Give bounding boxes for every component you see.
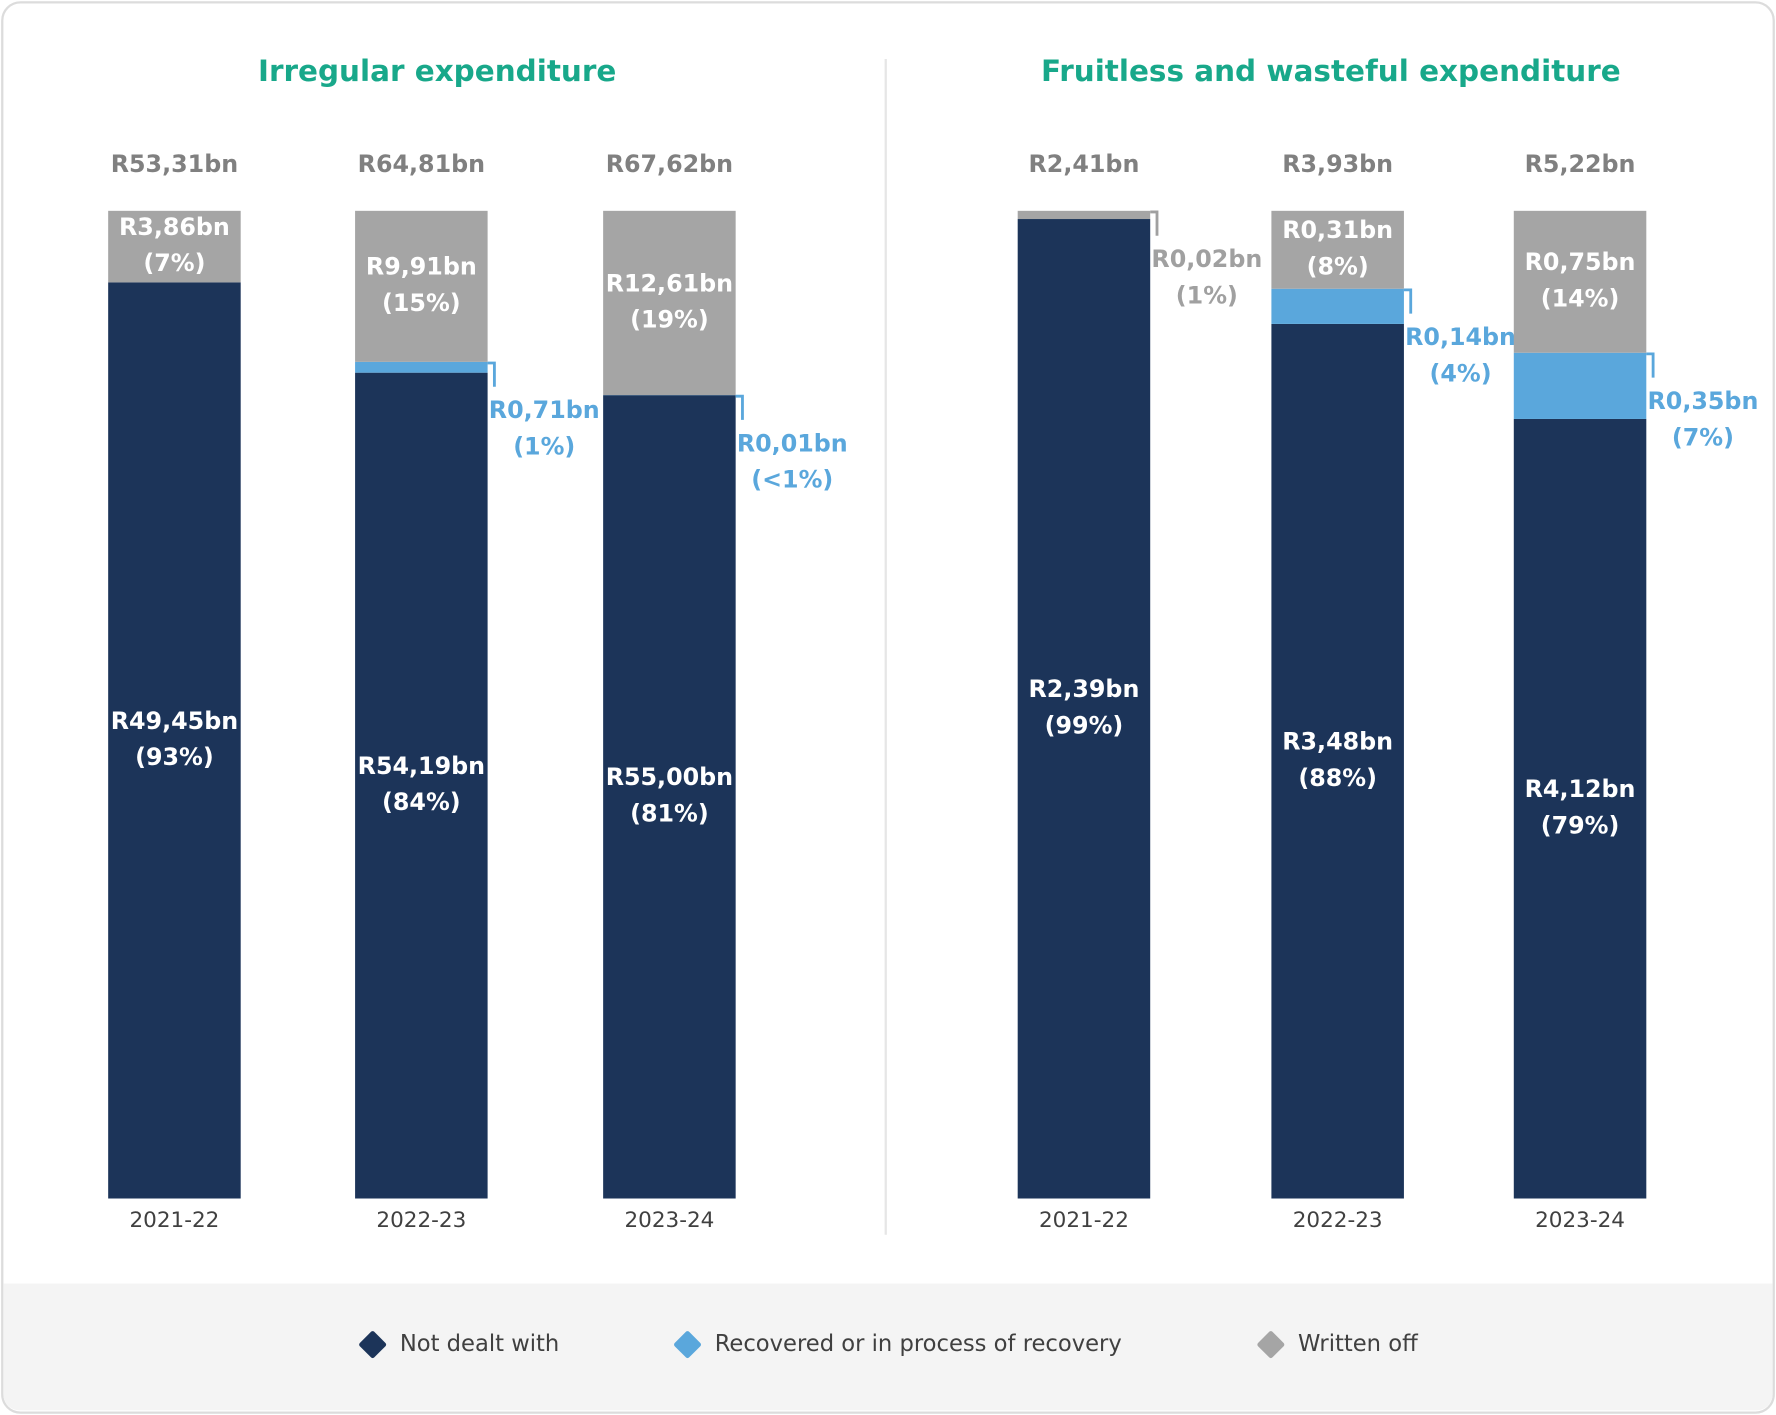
bar-total: R3,93bn	[1282, 150, 1393, 178]
legend-label: Recovered or in process of recovery	[715, 1331, 1122, 1357]
value-label: R9,91bn	[366, 253, 477, 281]
value-label: R2,39bn	[1029, 675, 1140, 703]
x-tick-label: 2023-24	[1535, 1208, 1625, 1233]
bar-total: R2,41bn	[1029, 150, 1140, 178]
bar-segment	[1271, 323, 1404, 1199]
x-tick-label: 2022-23	[376, 1208, 466, 1233]
value-label: R0,71bn	[489, 396, 600, 424]
value-label: R12,61bn	[606, 269, 733, 297]
bar-segment	[603, 395, 736, 1199]
bar-total: R5,22bn	[1525, 150, 1636, 178]
value-label: R0,02bn	[1151, 245, 1262, 273]
legend-label: Written off	[1298, 1331, 1419, 1357]
bar-segment	[355, 210, 488, 362]
value-label: R0,31bn	[1282, 216, 1393, 244]
percent-label: (1%)	[1176, 281, 1238, 309]
percent-label: (84%)	[382, 788, 461, 816]
value-label: R3,48bn	[1282, 728, 1393, 756]
percent-label: (81%)	[630, 799, 709, 827]
value-label: R0,14bn	[1405, 323, 1516, 351]
bar-total: R64,81bn	[358, 150, 485, 178]
bar-segment	[1513, 418, 1647, 1199]
legend-label: Not dealt with	[400, 1331, 559, 1357]
legend-band	[3, 1283, 1773, 1411]
percent-label: (15%)	[382, 289, 461, 317]
value-label: R55,00bn	[606, 763, 733, 791]
percent-label: (1%)	[513, 432, 575, 460]
value-label: R0,75bn	[1525, 248, 1636, 276]
label-bracket	[1646, 352, 1655, 378]
bar-segment	[1017, 210, 1151, 220]
value-label: R0,35bn	[1648, 387, 1759, 415]
x-tick-label: 2022-23	[1293, 1208, 1383, 1233]
percent-label: (<1%)	[751, 466, 833, 494]
bar-segment	[355, 372, 488, 1199]
percent-label: (88%)	[1298, 764, 1377, 792]
value-label: R54,19bn	[358, 752, 485, 780]
bar-total: R53,31bn	[111, 150, 238, 178]
bar-segment	[1271, 210, 1404, 289]
label-bracket	[1403, 288, 1413, 314]
legend-swatch	[359, 1331, 387, 1359]
value-label: R3,86bn	[119, 213, 230, 241]
bar-segment	[1513, 352, 1647, 419]
bar-segment	[355, 361, 488, 373]
percent-label: (79%)	[1541, 811, 1620, 839]
legend-swatch	[674, 1331, 701, 1359]
x-tick-label: 2023-24	[624, 1208, 714, 1233]
bar-segment	[108, 282, 241, 1199]
percent-label: (19%)	[630, 306, 709, 334]
percent-label: (93%)	[135, 743, 214, 771]
percent-label: (8%)	[1307, 252, 1369, 280]
bar-segment	[108, 210, 241, 283]
bar-segment	[1513, 210, 1647, 353]
x-tick-label: 2021-22	[1039, 1208, 1129, 1233]
value-label: R0,01bn	[737, 429, 848, 457]
label-bracket	[487, 361, 496, 387]
label-bracket	[735, 394, 744, 420]
percent-label: (99%)	[1045, 711, 1124, 739]
percent-label: (14%)	[1541, 284, 1620, 312]
bar-segment	[1017, 219, 1151, 1199]
percent-label: (7%)	[1672, 423, 1734, 451]
legend-swatch	[1257, 1331, 1285, 1359]
bar-total: R67,62bn	[606, 150, 733, 178]
bar-segment	[603, 210, 736, 396]
percent-label: (7%)	[143, 249, 205, 277]
label-bracket	[1150, 210, 1159, 236]
chart-title: Fruitless and wasteful expenditure	[1041, 54, 1621, 88]
value-label: R49,45bn	[111, 707, 238, 735]
value-label: R4,12bn	[1525, 775, 1636, 803]
x-tick-label: 2021-22	[129, 1208, 219, 1233]
percent-label: (4%)	[1430, 359, 1492, 387]
chart-title: Irregular expenditure	[258, 54, 616, 88]
bar-segment	[1271, 288, 1404, 324]
